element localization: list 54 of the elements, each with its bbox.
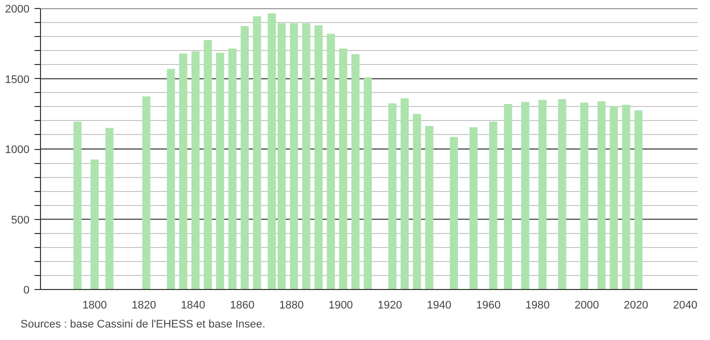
bar: [412, 114, 422, 290]
x-tick-label: 1920: [378, 300, 402, 312]
bar: [204, 40, 212, 290]
bar: [326, 34, 335, 290]
x-tick-label: 1860: [230, 300, 255, 312]
bar: [252, 16, 262, 290]
bar: [504, 104, 512, 290]
x-tick-label: 2040: [672, 300, 698, 312]
x-tick-label: 2000: [574, 300, 600, 312]
bar: [179, 53, 188, 290]
x-tick-label: 1840: [180, 300, 206, 312]
x-tick-label: 1800: [82, 300, 107, 312]
bar: [634, 110, 643, 290]
bar: [73, 122, 82, 290]
bar: [191, 51, 200, 290]
bar: [610, 106, 618, 290]
bar: [388, 103, 396, 290]
y-tick-label: 0: [23, 284, 30, 296]
y-tick-label: 2000: [5, 4, 30, 16]
bar: [240, 26, 249, 290]
bar: [339, 48, 348, 290]
y-tick-label: 1500: [5, 74, 30, 86]
x-tick-label: 1880: [279, 300, 304, 312]
bar: [105, 128, 114, 290]
source-note: Sources : base Cassini de l'EHESS et base Insee.: [20, 318, 266, 330]
bar: [470, 127, 478, 290]
bar: [558, 99, 566, 290]
bar: [142, 96, 150, 290]
x-tick-label: 1940: [426, 300, 452, 312]
x-tick-label: 1960: [476, 300, 501, 312]
bar: [580, 102, 588, 290]
bar: [364, 77, 372, 290]
bar: [597, 101, 606, 290]
x-tick-label: 1900: [328, 300, 353, 312]
bar: [538, 100, 547, 290]
bar: [521, 102, 530, 290]
bar: [622, 104, 630, 290]
y-tick-label: 1000: [5, 144, 30, 156]
bar: [489, 122, 498, 290]
bar: [400, 98, 409, 290]
bar: [216, 52, 224, 290]
x-tick-label: 2020: [624, 300, 648, 312]
bar: [302, 23, 310, 290]
bar: [314, 25, 323, 290]
y-tick-label: 500: [11, 214, 30, 226]
bar: [90, 160, 99, 290]
bar: [351, 54, 360, 290]
x-tick-label: 1820: [132, 300, 156, 312]
bar: [228, 48, 236, 290]
bar: [450, 137, 458, 290]
bar: [425, 126, 434, 290]
bar: [290, 23, 298, 290]
bar: [166, 68, 175, 290]
x-tick-label: 1980: [525, 300, 550, 312]
